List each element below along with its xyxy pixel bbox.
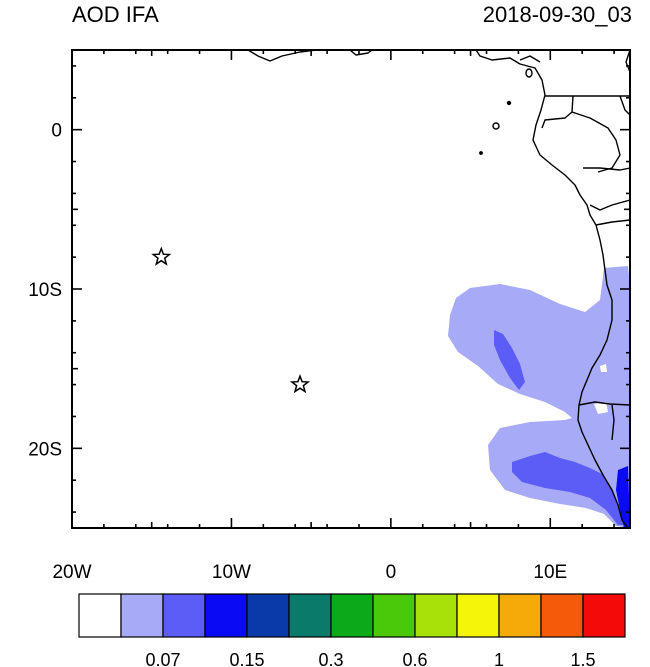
- colorbar-swatch: [414, 593, 458, 638]
- colorbar-swatch: [162, 593, 206, 638]
- colorbar-label: 0.3: [318, 650, 343, 667]
- colorbar-swatch: [372, 593, 416, 638]
- colorbar-swatch: [246, 593, 290, 638]
- y-tick-label: 10S: [28, 280, 62, 301]
- colorbar-swatch: [204, 593, 248, 638]
- aod-gap: [594, 402, 608, 414]
- map-title: AOD IFA: [72, 2, 159, 27]
- y-tick-label: 20S: [28, 439, 62, 460]
- colorbar-swatch: [78, 593, 122, 638]
- colorbar-swatch: [288, 593, 332, 638]
- colorbar-label: 0.6: [402, 650, 427, 667]
- x-tick-label: 10W: [212, 562, 251, 583]
- colorbar-swatch: [582, 593, 626, 638]
- colorbar-label: 0.15: [229, 650, 264, 667]
- star-icon: [289, 373, 311, 394]
- colorbar-label: 0.07: [145, 650, 180, 667]
- colorbar-label: 1: [494, 650, 504, 667]
- y-tick-label: 0: [51, 121, 62, 142]
- colorbar-swatch: [330, 593, 374, 638]
- aod-patch-medium: [512, 452, 628, 525]
- colorbar-swatch: [498, 593, 542, 638]
- aod-gap: [600, 364, 607, 372]
- coastlines: [247, 50, 630, 528]
- axis-labels: 20W 10W 0 10E 0 10S 20S: [28, 121, 567, 583]
- colorbar-label: 1.5: [570, 650, 595, 667]
- colorbar-swatch: [540, 593, 584, 638]
- colorbar-swatch: [456, 593, 500, 638]
- colorbar: 0.07 0.15 0.3 0.6 1 1.5: [78, 593, 626, 667]
- star-icon: [151, 246, 172, 266]
- aod-patch-medium: [494, 330, 525, 390]
- aod-plume-light: [448, 266, 630, 528]
- x-tick-label: 20W: [52, 562, 91, 583]
- x-tick-label: 0: [386, 562, 397, 583]
- map-timestamp: 2018-09-30_03: [482, 2, 632, 27]
- x-tick-label: 10E: [533, 562, 567, 583]
- colorbar-swatch: [120, 593, 164, 638]
- axis-ticks: [71, 49, 631, 529]
- markers: [151, 246, 311, 394]
- aod-field: [151, 50, 630, 528]
